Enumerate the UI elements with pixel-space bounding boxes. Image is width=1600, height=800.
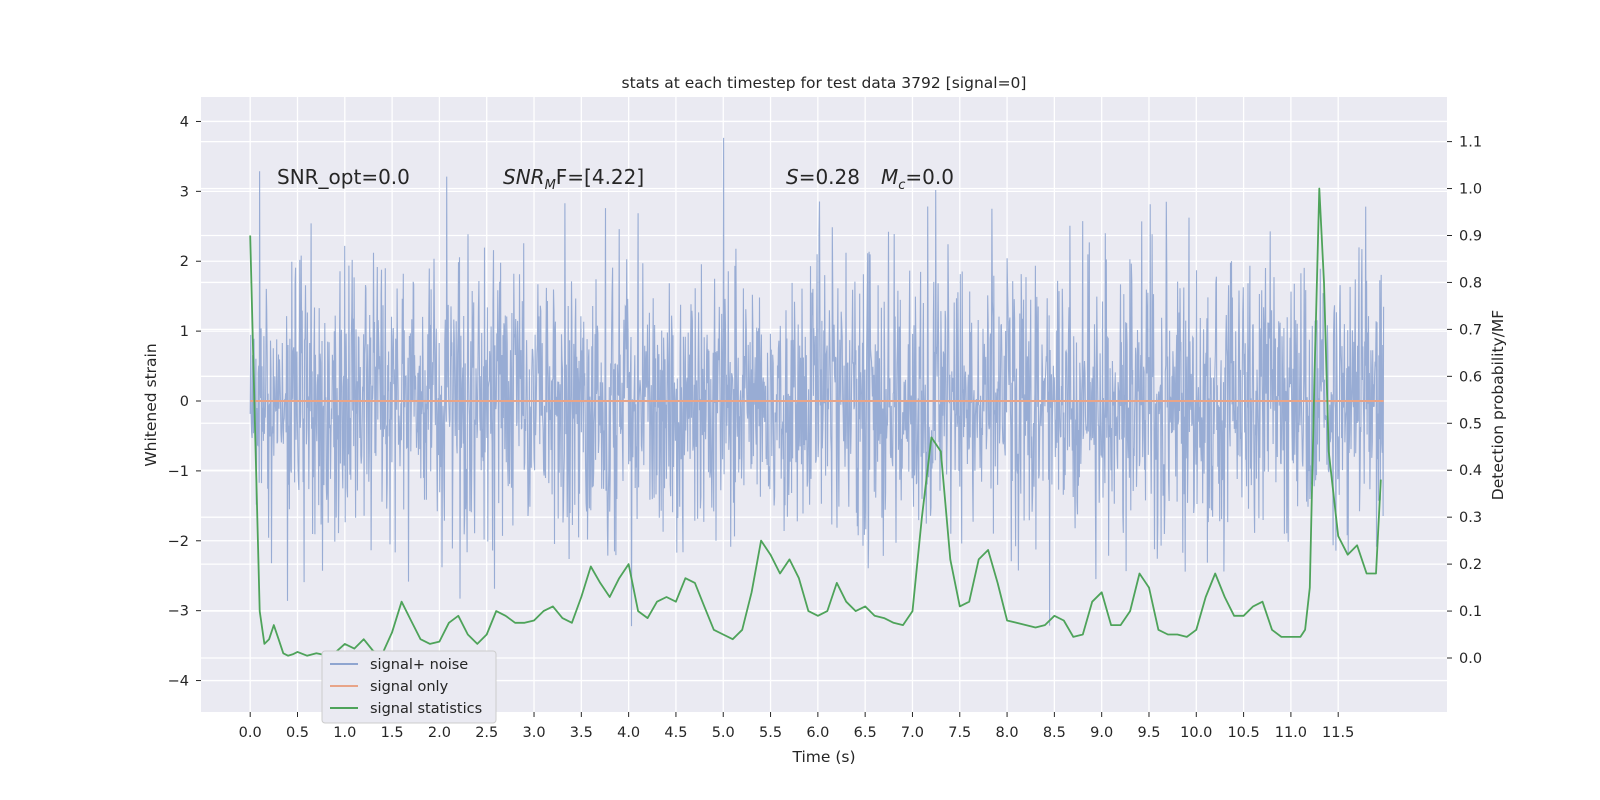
x-tick-label: 11.0	[1275, 725, 1307, 741]
y2-tick-label: 0.8	[1459, 275, 1482, 291]
y2-tick-label: 1.0	[1459, 182, 1482, 198]
y-tick-label: 3	[180, 184, 189, 200]
chart-title: stats at each timestep for test data 379…	[622, 74, 1027, 92]
x-axis-ticks: 0.0 0.5 1.0 1.5 2.0 2.5 3.0 3.5 4.0 4.5 5.0 5.5 6.0 6…	[239, 712, 1354, 741]
snr-mf-sub: M	[545, 178, 556, 193]
annotation-mc: Mc=0.0	[881, 165, 954, 193]
x-tick-label: 1.0	[333, 725, 356, 741]
x-tick-label: 6.0	[806, 725, 829, 741]
y2-tick-label: 0.4	[1459, 463, 1482, 479]
x-tick-label: 11.5	[1322, 725, 1354, 741]
y2-tick-label: 0.6	[1459, 369, 1482, 385]
y2-tick-label: 0.7	[1459, 322, 1482, 338]
signal-statistics-series	[249, 187, 1382, 657]
y2-tick-label: 0.3	[1459, 510, 1482, 526]
x-tick-label: 0.5	[286, 725, 309, 741]
legend: signal+ noise signal only signal statist…	[321, 650, 497, 724]
x-tick-label: 9.5	[1137, 725, 1160, 741]
annotation-snr-opt: SNR_opt=0.0	[277, 165, 410, 189]
signal-statistics-line	[249, 187, 1382, 657]
s-name: S	[786, 165, 799, 189]
signal-noise-line	[249, 137, 1385, 627]
signal-noise-series	[249, 137, 1385, 627]
y-tick-label: 1	[180, 324, 189, 340]
x-tick-label: 2.5	[475, 725, 498, 741]
annotation-snr-mf: SNRMF=[4.22]	[503, 165, 644, 193]
mc-name: M	[881, 165, 898, 189]
x-tick-label: 5.5	[759, 725, 782, 741]
x-tick-label: 9.0	[1090, 725, 1113, 741]
mc-rest: =0.0	[905, 165, 954, 189]
y-axis-label: Whitened strain	[142, 343, 160, 466]
x-tick-label: 7.5	[948, 725, 971, 741]
legend-label-signal-noise: signal+ noise	[370, 657, 468, 673]
y-tick-label: −3	[168, 604, 189, 620]
y2-axis-ticks: 1.1 1.0 0.9 0.8 0.7 0.6 0.5 0.4 0.3 0.2 0.1 0.0	[1447, 135, 1482, 667]
x-tick-label: 1.5	[381, 725, 404, 741]
y-axis-ticks: 4 3 2 1 0 −1 −2 −3 −4	[168, 114, 201, 690]
snr-mf-name: SNR	[503, 165, 545, 189]
x-tick-label: 10.5	[1227, 725, 1259, 741]
x-tick-label: 8.0	[996, 725, 1019, 741]
y-tick-label: 4	[180, 114, 189, 130]
y2-tick-label: 0.9	[1459, 228, 1482, 244]
mc-sub: c	[898, 178, 905, 193]
x-axis-label: Time (s)	[791, 748, 855, 766]
y2-tick-label: 0.5	[1459, 416, 1482, 432]
s-rest: =0.28	[799, 165, 860, 189]
annotation-s: S=0.28	[786, 165, 860, 189]
x-tick-label: 4.0	[617, 725, 640, 741]
x-tick-label: 4.5	[664, 725, 687, 741]
x-tick-label: 2.0	[428, 725, 451, 741]
x-tick-label: 6.5	[854, 725, 877, 741]
y-tick-label: −4	[168, 674, 189, 690]
x-tick-label: 3.0	[522, 725, 545, 741]
x-tick-label: 3.5	[570, 725, 593, 741]
x-tick-label: 7.0	[901, 725, 924, 741]
legend-label-signal-only: signal only	[370, 679, 449, 695]
y-tick-label: −1	[168, 464, 189, 480]
y-tick-label: 0	[180, 394, 189, 410]
legend-box	[321, 650, 497, 724]
y-tick-label: −2	[168, 534, 189, 550]
x-tick-label: 5.0	[712, 725, 735, 741]
x-tick-label: 8.5	[1043, 725, 1066, 741]
snr-mf-rest: F=[4.22]	[556, 165, 644, 189]
y2-tick-label: 0.1	[1459, 604, 1482, 620]
y2-tick-label: 1.1	[1459, 135, 1482, 151]
y2-axis-label: Detection probability/MF	[1489, 310, 1507, 501]
x-tick-label: 0.0	[239, 725, 262, 741]
y2-tick-label: 0.2	[1459, 557, 1482, 573]
y-tick-label: 2	[180, 254, 189, 270]
legend-label-signal-statistics: signal statistics	[370, 701, 482, 717]
x-tick-label: 10.0	[1180, 725, 1212, 741]
y2-tick-label: 0.0	[1459, 651, 1482, 667]
